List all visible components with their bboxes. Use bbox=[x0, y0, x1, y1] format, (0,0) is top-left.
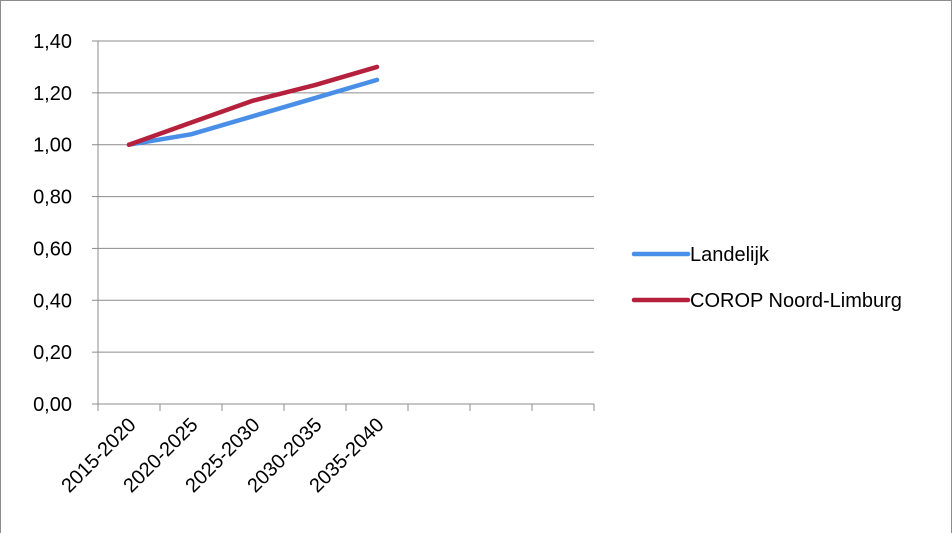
gridlines bbox=[98, 40, 594, 353]
x-tick-labels: 2015-20202020-20252025-20302030-20352035… bbox=[57, 414, 388, 497]
y-tick-labels: 0,00 0,20 0,40 0,60 0,80 1,00 1,20 1,40 bbox=[33, 31, 72, 416]
series-line-landelijk bbox=[126, 77, 380, 147]
series-line-corop-noord-limburg bbox=[126, 64, 380, 147]
axes bbox=[92, 40, 595, 411]
y-tick-label: 0,60 bbox=[33, 238, 72, 260]
legend: Landelijk COROP Noord-Limburg bbox=[631, 244, 902, 312]
y-tick-label: 0,80 bbox=[33, 187, 72, 209]
series-lines bbox=[126, 64, 380, 147]
y-tick-label: 1,40 bbox=[33, 31, 72, 53]
y-tick-label: 0,40 bbox=[33, 290, 72, 312]
y-tick-label: 1,00 bbox=[33, 135, 72, 157]
y-tick-label: 1,20 bbox=[33, 83, 72, 105]
legend-label: Landelijk bbox=[690, 244, 770, 266]
legend-label: COROP Noord-Limburg bbox=[690, 290, 902, 312]
y-tick-label: 0,00 bbox=[33, 394, 72, 416]
y-tick-label: 0,20 bbox=[33, 342, 72, 364]
